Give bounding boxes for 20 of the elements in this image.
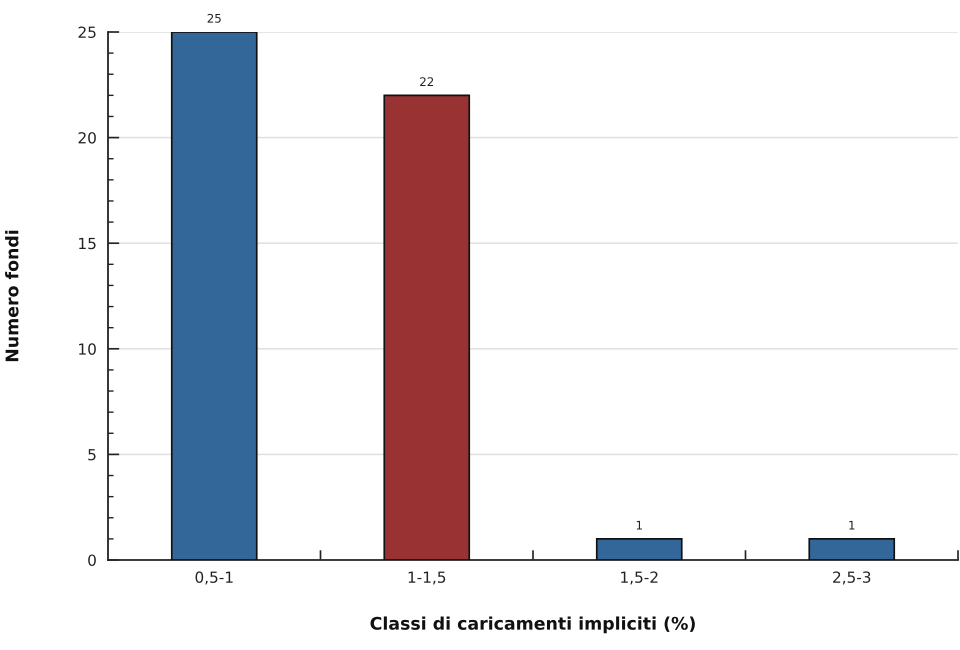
bar (383, 94, 470, 560)
bar (170, 32, 258, 560)
x-tick-label: 2,5-3 (833, 571, 870, 584)
y-tick-label: 10 (79, 343, 96, 355)
x-tick-label: 1,5-2 (621, 571, 658, 584)
x-tick-label: 0,5-1 (195, 571, 233, 584)
data-label: 1 (636, 520, 642, 530)
y-tick-label: 0 (88, 554, 96, 566)
bar (808, 538, 896, 560)
data-label: 1 (849, 520, 854, 530)
x-tick-label: 1-1,5 (408, 572, 446, 584)
data-label: 22 (420, 77, 434, 86)
y-tick-label: 20 (78, 132, 96, 144)
y-tick-label: 5 (88, 449, 96, 460)
x-axis-title: Classi di caricamenti impliciti (%) (370, 616, 695, 634)
y-tick-label: 15 (79, 238, 96, 250)
y-axis-title: Numero fondi (5, 230, 19, 362)
bar (596, 538, 683, 560)
y-tick-label: 25 (78, 26, 96, 38)
data-label: 25 (208, 14, 221, 23)
